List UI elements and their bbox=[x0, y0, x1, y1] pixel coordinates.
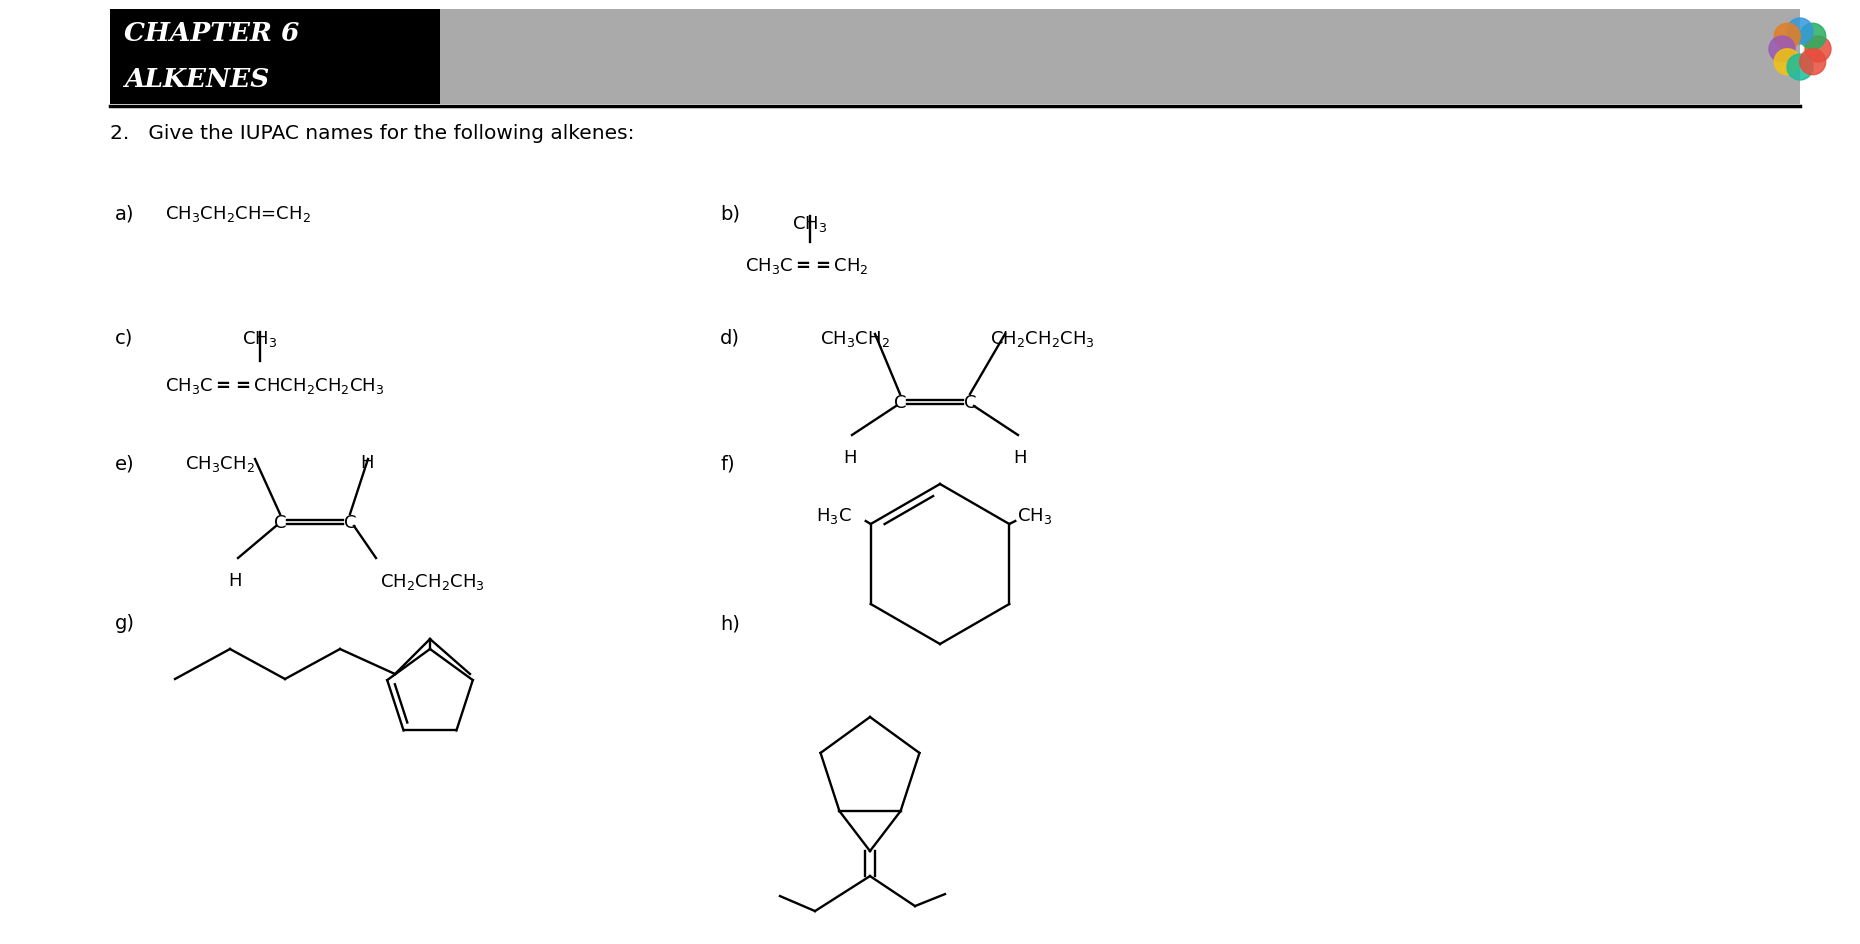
Text: CH$_3$: CH$_3$ bbox=[792, 214, 828, 234]
Circle shape bbox=[1774, 24, 1800, 49]
Text: C: C bbox=[963, 394, 976, 412]
Text: H: H bbox=[1014, 449, 1027, 467]
Text: CH$_3$CH$_2$: CH$_3$CH$_2$ bbox=[820, 329, 889, 349]
Text: H$_3$C: H$_3$C bbox=[817, 506, 852, 526]
Text: c): c) bbox=[115, 329, 134, 348]
Text: H: H bbox=[361, 454, 374, 472]
Text: e): e) bbox=[115, 454, 134, 473]
Text: CH$_3$: CH$_3$ bbox=[1017, 506, 1053, 526]
Circle shape bbox=[1800, 49, 1827, 75]
Text: 2.   Give the IUPAC names for the following alkenes:: 2. Give the IUPAC names for the followin… bbox=[110, 124, 634, 143]
Bar bbox=[110, 9, 441, 104]
Text: H: H bbox=[229, 572, 242, 590]
Text: C: C bbox=[895, 394, 906, 412]
Circle shape bbox=[1774, 49, 1800, 75]
Text: h): h) bbox=[720, 614, 740, 633]
Circle shape bbox=[1804, 36, 1830, 62]
Text: a): a) bbox=[115, 204, 134, 223]
Text: b): b) bbox=[720, 204, 740, 223]
Text: ALKENES: ALKENES bbox=[125, 67, 270, 92]
Text: d): d) bbox=[720, 329, 740, 348]
Text: CH$_2$CH$_2$CH$_3$: CH$_2$CH$_2$CH$_3$ bbox=[379, 572, 485, 592]
Text: f): f) bbox=[720, 454, 735, 473]
Text: CH$_3$: CH$_3$ bbox=[242, 329, 277, 349]
Circle shape bbox=[1787, 18, 1814, 44]
Bar bbox=[441, 9, 1800, 104]
Text: CH$_3$C$\mathbf{=\!=}$CHCH$_2$CH$_2$CH$_3$: CH$_3$C$\mathbf{=\!=}$CHCH$_2$CH$_2$CH$_… bbox=[166, 376, 385, 396]
Text: C: C bbox=[344, 514, 357, 532]
Text: H: H bbox=[843, 449, 857, 467]
Text: CHAPTER 6: CHAPTER 6 bbox=[125, 21, 299, 46]
Text: CH$_3$CH$_2$CH=CH$_2$: CH$_3$CH$_2$CH=CH$_2$ bbox=[166, 204, 311, 224]
Text: g): g) bbox=[115, 614, 136, 633]
Text: CH$_3$CH$_2$: CH$_3$CH$_2$ bbox=[184, 454, 255, 474]
Circle shape bbox=[1800, 24, 1827, 49]
Text: CH$_3$C$\mathbf{=\!=}$CH$_2$: CH$_3$C$\mathbf{=\!=}$CH$_2$ bbox=[746, 256, 869, 276]
Circle shape bbox=[1769, 36, 1795, 62]
Text: C: C bbox=[273, 514, 286, 532]
Circle shape bbox=[1787, 54, 1814, 80]
Text: CH$_2$CH$_2$CH$_3$: CH$_2$CH$_2$CH$_3$ bbox=[990, 329, 1096, 349]
